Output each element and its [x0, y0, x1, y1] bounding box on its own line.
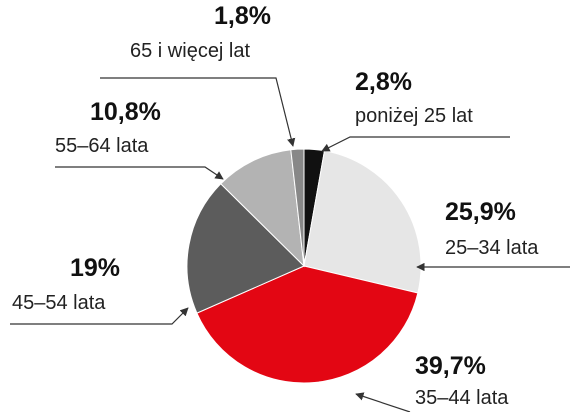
category-label: poniżej 25 lat [355, 105, 473, 127]
category-label: 55–64 lata [55, 135, 149, 157]
category-label: 25–34 lata [445, 237, 539, 259]
value-label: 1,8% [214, 2, 271, 30]
leader-line [321, 136, 510, 152]
category-label: 35–44 lata [415, 387, 509, 409]
pie-slice [303, 150, 422, 294]
pie-slice [186, 183, 305, 314]
leader-line [100, 77, 296, 147]
pie-slice [196, 265, 419, 384]
value-label: 25,9% [445, 198, 516, 226]
leader-line [355, 392, 411, 412]
value-label: 39,7% [415, 352, 486, 380]
value-label: 10,8% [90, 98, 161, 126]
pie-slice [220, 149, 305, 268]
pie [186, 148, 422, 384]
value-label: 19% [70, 254, 120, 282]
pie-slice [290, 148, 305, 267]
value-label: 2,8% [355, 68, 412, 96]
labels: 2,8% poniżej 25 lat 25,9% 25–34 lata 39,7% 35… [10, 2, 570, 412]
category-label: 45–54 lata [12, 292, 106, 314]
category-label: 65 i więcej lat [130, 40, 251, 62]
leader-line [10, 307, 189, 325]
leader-line [55, 166, 224, 180]
